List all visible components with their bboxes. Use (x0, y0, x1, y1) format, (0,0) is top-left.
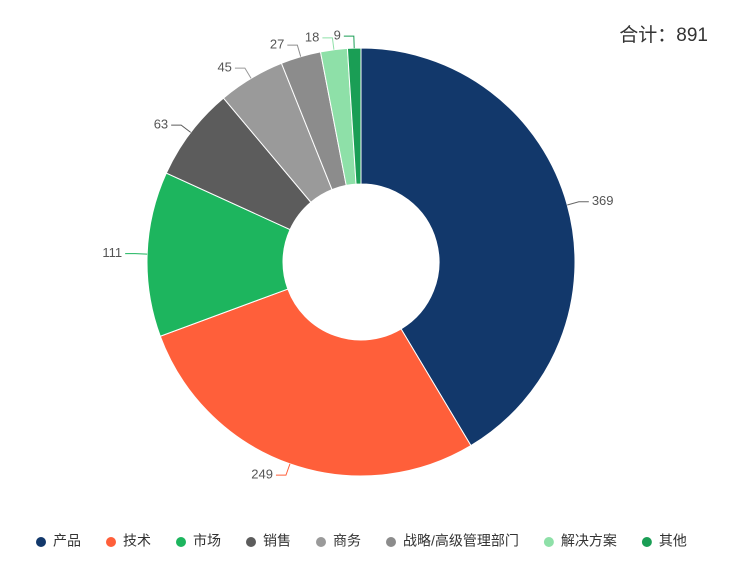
legend-marker (246, 537, 256, 547)
data-label: 27 (270, 37, 284, 52)
leader-line (567, 201, 589, 206)
legend-marker (176, 537, 186, 547)
legend-marker (106, 537, 116, 547)
legend: 产品 技术 市场 销售 商务 战略/高级管理部门 解决方案 其他 (36, 533, 687, 549)
data-label: 63 (154, 117, 168, 132)
data-label: 111 (102, 245, 122, 260)
data-label: 249 (251, 467, 273, 482)
legend-marker (386, 537, 396, 547)
leader-line (234, 67, 252, 79)
leader-line (275, 463, 291, 476)
legend-label: 销售 (263, 533, 291, 549)
legend-marker (316, 537, 326, 547)
slice (360, 47, 576, 447)
slice (159, 288, 472, 477)
data-label: 45 (217, 60, 231, 75)
legend-label: 产品 (53, 533, 81, 549)
data-label: 18 (305, 29, 319, 44)
leader-line (322, 37, 335, 50)
slice (346, 47, 362, 185)
leader-line (287, 44, 302, 57)
leader-line (343, 35, 355, 49)
data-label: 9 (334, 28, 341, 43)
total-annotation: 合计：891 (619, 24, 708, 46)
leader-line (171, 124, 192, 133)
data-label: 369 (592, 193, 614, 208)
legend-label: 其他 (659, 533, 687, 549)
donut: 369 249 111 63 45 27 18 9 (102, 28, 613, 482)
legend-label: 商务 (333, 533, 361, 549)
legend-label: 市场 (193, 533, 221, 549)
legend-label: 技术 (123, 533, 151, 549)
legend-label: 解决方案 (561, 533, 617, 549)
legend-marker (36, 537, 46, 547)
legend-marker (543, 537, 554, 547)
legend-marker (641, 537, 652, 547)
slice (146, 172, 291, 337)
legend-label: 战略/高级管理部门 (403, 533, 519, 549)
